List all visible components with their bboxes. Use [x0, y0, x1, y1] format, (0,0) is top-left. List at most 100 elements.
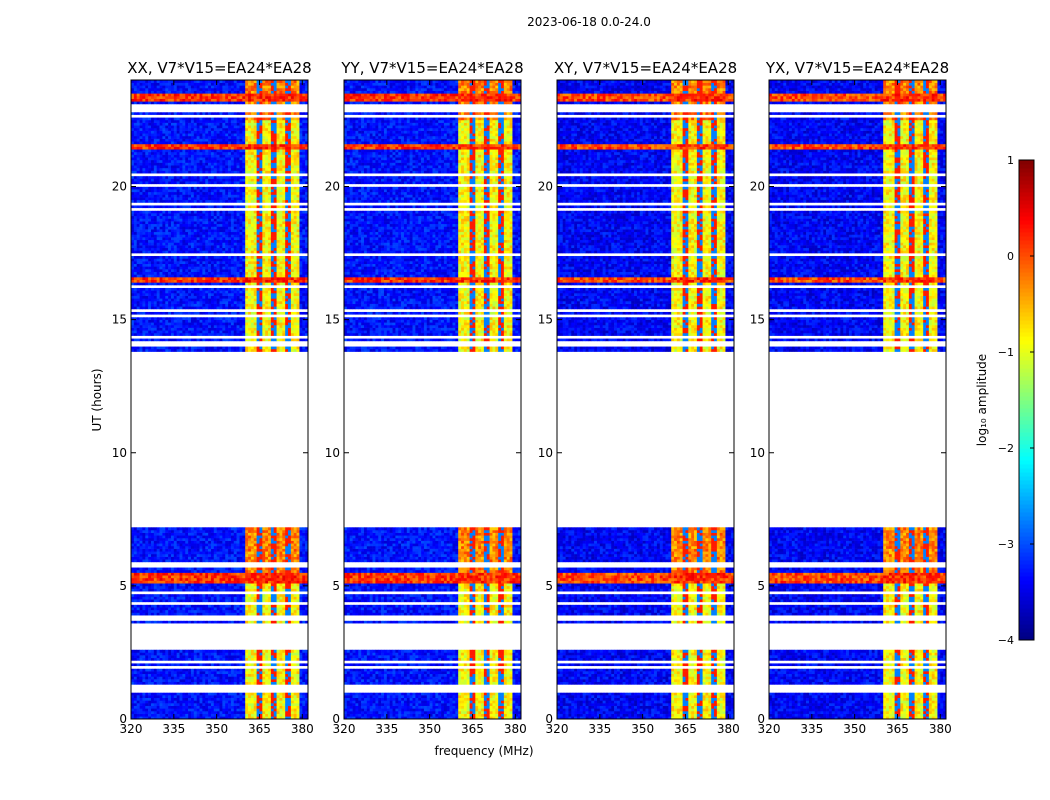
heatmap-cell — [248, 703, 251, 706]
heatmap-cell — [231, 684, 234, 687]
heatmap-cell — [174, 684, 177, 687]
heatmap-cell — [245, 708, 248, 711]
heatmap-cell — [282, 690, 285, 693]
heatmap-cell — [228, 695, 231, 698]
heatmap-cell — [165, 706, 168, 709]
heatmap-cell — [231, 711, 234, 714]
heatmap-cell — [165, 690, 168, 693]
heatmap-cell — [177, 687, 180, 690]
heatmap-cell — [208, 708, 211, 711]
heatmap-cell — [208, 682, 211, 685]
heatmap-cell — [182, 714, 185, 717]
heatmap-cell — [194, 679, 197, 682]
heatmap-cell — [171, 700, 174, 703]
heatmap-cell — [231, 692, 234, 695]
heatmap-cell — [259, 690, 262, 693]
heatmap-cell — [231, 682, 234, 685]
heatmap-cell — [228, 690, 231, 693]
heatmap-cell — [234, 679, 237, 682]
heatmap-cell — [154, 698, 157, 701]
heatmap-cell — [194, 714, 197, 717]
heatmap-cell — [211, 692, 214, 695]
heatmap-cell — [205, 684, 208, 687]
heatmap-cell — [168, 684, 171, 687]
heatmap-cell — [237, 698, 240, 701]
heatmap-cell — [142, 711, 145, 714]
heatmap-cell — [180, 706, 183, 709]
heatmap-cell — [237, 692, 240, 695]
heatmap-cell — [302, 687, 305, 690]
heatmap-cell — [262, 703, 265, 706]
heatmap-cell — [188, 703, 191, 706]
heatmap-cell — [202, 700, 205, 703]
figure: 2023-06-18 0.0-24.0 frequency (MHz) UT (… — [0, 0, 1050, 800]
heatmap-cell — [262, 695, 265, 698]
heatmap-cell — [228, 687, 231, 690]
heatmap-cell — [134, 692, 137, 695]
heatmap-cell — [268, 692, 271, 695]
heatmap-cell — [171, 703, 174, 706]
heatmap-cell — [140, 682, 143, 685]
heatmap-cell — [265, 690, 268, 693]
heatmap-cell — [242, 698, 245, 701]
heatmap-cell — [160, 703, 163, 706]
heatmap-cell — [177, 684, 180, 687]
heatmap-cell — [265, 700, 268, 703]
heatmap-cell — [202, 695, 205, 698]
heatmap-cell — [239, 692, 242, 695]
heatmap-cell — [154, 706, 157, 709]
heatmap-cell — [220, 698, 223, 701]
heatmap-cell — [265, 695, 268, 698]
heatmap-cell — [265, 687, 268, 690]
heatmap-cell — [148, 682, 151, 685]
heatmap-cell — [297, 695, 300, 698]
heatmap-cell — [279, 684, 282, 687]
heatmap-cell — [182, 687, 185, 690]
heatmap-cell — [154, 708, 157, 711]
heatmap-cell — [259, 706, 262, 709]
heatmap-cell — [148, 714, 151, 717]
heatmap-cell — [211, 711, 214, 714]
heatmap-cell — [297, 706, 300, 709]
heatmap-cell — [299, 684, 302, 687]
heatmap-cell — [299, 695, 302, 698]
heatmap-cell — [145, 706, 148, 709]
heatmap-cell — [165, 714, 168, 717]
heatmap-cell — [285, 684, 288, 687]
heatmap-cell — [191, 708, 194, 711]
heatmap-cell — [205, 711, 208, 714]
heatmap-cell — [274, 687, 277, 690]
panels: XX, V7*V15=EA24*EA28320 335 350 365 38005101… — [112, 59, 952, 736]
heatmap-cell — [142, 706, 145, 709]
heatmap-cell — [237, 684, 240, 687]
heatmap-cell — [282, 700, 285, 703]
heatmap-cell — [274, 703, 277, 706]
heatmap-cell — [174, 692, 177, 695]
heatmap-cell — [180, 703, 183, 706]
heatmap-cell — [145, 684, 148, 687]
heatmap-cell — [268, 703, 271, 706]
heatmap-cell — [291, 714, 294, 717]
heatmap-cell — [214, 679, 217, 682]
heatmap-cell — [182, 682, 185, 685]
heatmap-cell — [205, 698, 208, 701]
heatmap-cell — [268, 714, 271, 717]
heatmap-cell — [197, 676, 200, 679]
heatmap-cell — [185, 698, 188, 701]
heatmap-cell — [168, 711, 171, 714]
heatmap-cell — [268, 679, 271, 682]
heatmap-cell — [234, 676, 237, 679]
heatmap-cell — [248, 690, 251, 693]
heatmap-cell — [274, 698, 277, 701]
heatmap-cell — [265, 679, 268, 682]
heatmap-cell — [254, 692, 257, 695]
heatmap-cell — [145, 711, 148, 714]
heatmap-cell — [259, 687, 262, 690]
heatmap-cell — [174, 711, 177, 714]
heatmap-cell — [151, 676, 154, 679]
heatmap-cell — [217, 703, 220, 706]
heatmap-cell — [220, 714, 223, 717]
heatmap-cell — [168, 706, 171, 709]
heatmap-cell — [294, 692, 297, 695]
heatmap-cell — [277, 679, 280, 682]
